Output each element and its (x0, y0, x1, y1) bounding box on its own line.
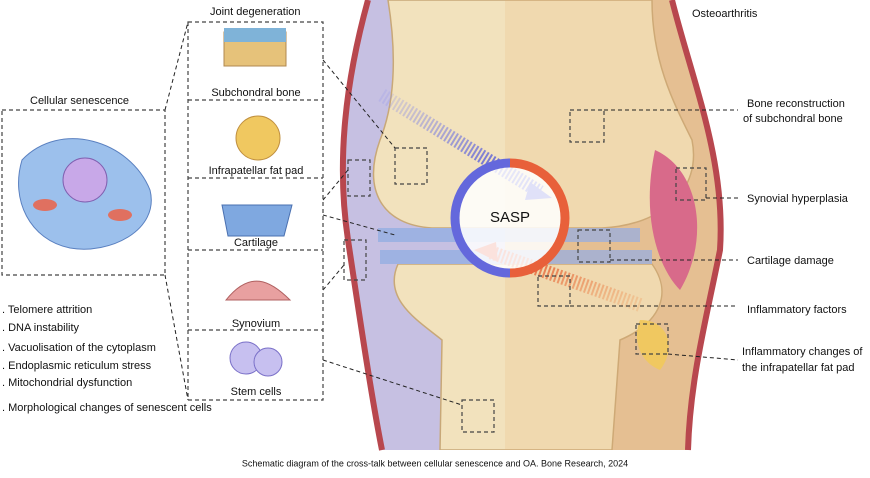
section-title: Osteoarthritis (692, 8, 758, 20)
annotation: Inflammatory factors (747, 304, 847, 316)
annotation: Synovial hyperplasia (747, 193, 849, 205)
section-title: Cellular senescence (30, 95, 129, 107)
panel-label: Stem cells (231, 386, 282, 398)
annotation: the infrapatellar fat pad (742, 362, 855, 374)
feature: . Mitochondrial dysfunction (2, 377, 132, 389)
caption: Schematic diagram of the cross-talk betw… (242, 458, 628, 468)
panel-title: Joint degeneration (210, 6, 301, 18)
annotation: Bone reconstruction (747, 98, 845, 110)
feature: . Endoplasmic reticulum stress (2, 360, 152, 372)
panel-label: Subchondral bone (211, 87, 300, 99)
annotation: of subchondral bone (743, 113, 843, 125)
feature: . DNA instability (2, 322, 80, 334)
panel-label: Infrapatellar fat pad (209, 165, 304, 177)
center-label: SASP (490, 209, 530, 226)
feature: . Vacuolisation of the cytoplasm (2, 342, 156, 354)
feature: . Telomere attrition (2, 304, 92, 316)
panel-label: Synovium (232, 318, 280, 330)
annotation: Inflammatory changes of (742, 346, 863, 358)
panel-label: Cartilage (234, 237, 278, 249)
feature: . Morphological changes of senescent cel… (2, 402, 212, 414)
annotation: Cartilage damage (747, 255, 834, 267)
